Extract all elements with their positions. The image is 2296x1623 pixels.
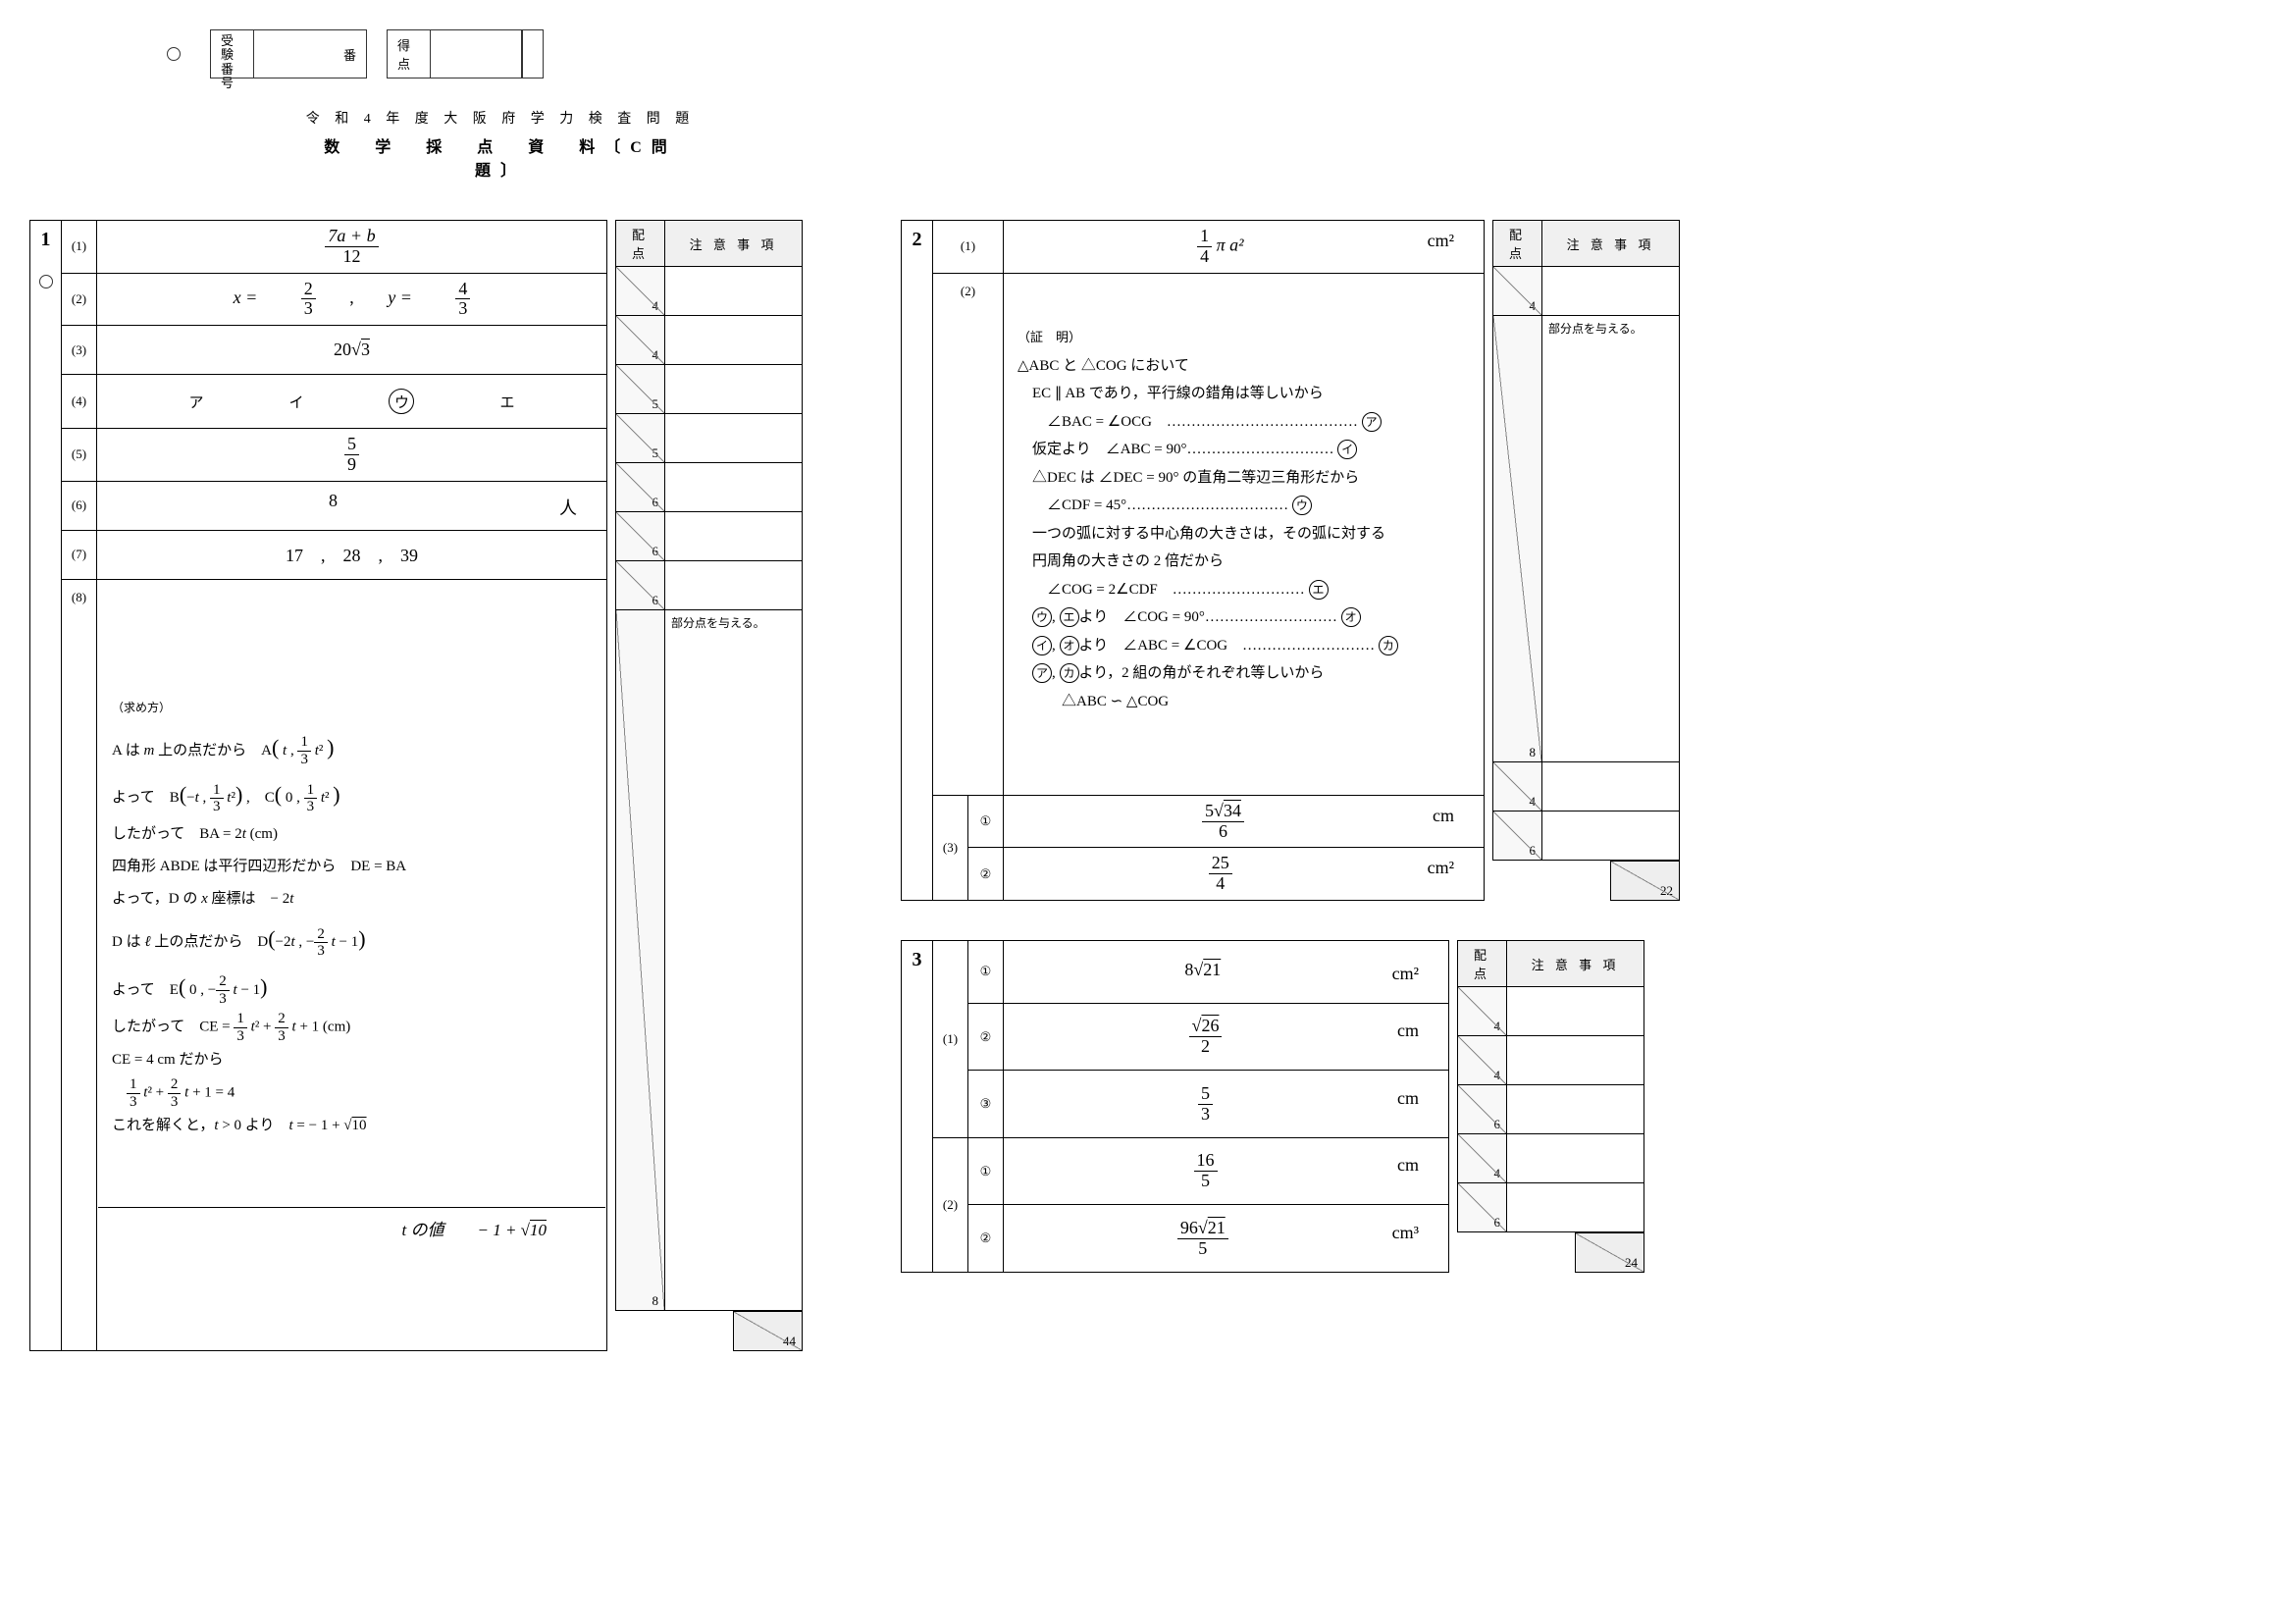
q3-1-2-pts: 4 <box>1458 1036 1507 1085</box>
q1-2-sub: (2) <box>62 273 97 326</box>
q3-1-1-pts: 4 <box>1458 987 1507 1036</box>
q2-3-1-subsub: ① <box>968 795 1004 848</box>
q3-number: 3 <box>902 941 933 1273</box>
q1-4-pts: 5 <box>616 414 665 463</box>
punch-hole-1 <box>167 47 181 61</box>
q2-2-proof: （証 明） △ABC と △COG において EC ∥ AB であり，平行線の錯… <box>1004 273 1485 795</box>
q1-4-sub: (4) <box>62 375 97 429</box>
notes-header-3: 注 意 事 項 <box>1507 941 1644 987</box>
q3-2-2-pts: 6 <box>1458 1183 1507 1232</box>
q2-3-2-pts: 6 <box>1493 812 1542 861</box>
q3-1-2-answer: √262 cm <box>1004 1003 1449 1071</box>
pts-header-2: 配 点 <box>1493 221 1542 267</box>
q2-3-1-pts: 4 <box>1493 762 1542 812</box>
q1-6-sub: (6) <box>62 481 97 530</box>
q1-1-answer: 7a + b12 <box>97 221 607 274</box>
pts-header-3: 配 点 <box>1458 941 1507 987</box>
q1-number: 1 <box>30 221 62 1351</box>
q1-2-pts: 4 <box>616 316 665 365</box>
q1-3-answer: 20√3 <box>97 326 607 375</box>
notes-header-1: 注 意 事 項 <box>665 221 803 267</box>
question-1-block: 1 (1) 7a + b12 (2) x = 23 , y = 43 (3) 2… <box>29 220 803 1351</box>
q3-2-1-subsub: ① <box>968 1137 1004 1205</box>
pts-header-1: 配 点 <box>616 221 665 267</box>
q3-1-sub: (1) <box>933 941 968 1138</box>
q1-6-answer: 8 人 <box>97 481 607 530</box>
examinee-number-field: 番 <box>254 30 366 78</box>
score-label: 得点 <box>388 30 431 78</box>
question-3-block: 3 (1) ① 8√21cm² ② √262 cm ③ 53 cm (2) ① … <box>901 940 1680 1273</box>
q2-3-2-subsub: ② <box>968 848 1004 901</box>
q2-1-answer: 14 π a² cm² <box>1004 221 1485 274</box>
q1-5-answer: 59 <box>97 429 607 482</box>
q2-3-sub: (3) <box>933 795 968 900</box>
q1-5-sub: (5) <box>62 429 97 482</box>
title-block: 令 和 4 年 度 大 阪 府 学 力 検 査 問 題 数 学 採 点 資 料〔… <box>304 108 697 181</box>
q3-total: 24 <box>1576 1233 1644 1273</box>
q2-total: 22 <box>1611 862 1680 901</box>
q2-2-note: 部分点を与える。 <box>1542 316 1680 762</box>
q1-3-sub: (3) <box>62 326 97 375</box>
q3-1-3-answer: 53 cm <box>1004 1071 1449 1138</box>
title-line-2: 数 学 採 点 資 料〔C問題〕 <box>304 133 697 181</box>
q1-8-note: 部分点を与える。 <box>665 610 803 1311</box>
q1-1-sub: (1) <box>62 221 97 274</box>
examinee-label-2: 番号 <box>221 63 243 91</box>
q2-1-pts: 4 <box>1493 267 1542 316</box>
q3-2-2-subsub: ② <box>968 1205 1004 1273</box>
q1-7-sub: (7) <box>62 530 97 579</box>
q1-1-pts: 4 <box>616 267 665 316</box>
score-box: 得点 <box>387 29 544 79</box>
q3-2-1-answer: 165 cm <box>1004 1137 1449 1205</box>
question-2-block: 2 (1) 14 π a² cm² (2) （証 明） △ABC と △COG … <box>901 220 1680 901</box>
q1-4-answer: ア イ ウ エ <box>97 375 607 429</box>
title-line-1: 令 和 4 年 度 大 阪 府 学 力 検 査 問 題 <box>304 108 697 128</box>
score-field <box>431 30 522 78</box>
q1-8-final: t の値 − 1 + √10 <box>98 1207 605 1248</box>
q2-2-pts: 8 <box>1493 316 1542 762</box>
q1-7-answer: 17 , 28 , 39 <box>97 530 607 579</box>
q3-2-1-pts: 4 <box>1458 1134 1507 1183</box>
q1-total: 44 <box>734 1312 803 1351</box>
q1-5-pts: 6 <box>616 463 665 512</box>
q3-2-sub: (2) <box>933 1137 968 1272</box>
q3-1-2-subsub: ② <box>968 1003 1004 1071</box>
q3-1-1-answer: 8√21cm² <box>1004 941 1449 1004</box>
q1-6-pts: 6 <box>616 512 665 561</box>
q1-8-answer: （求め方） A は m 上の点だから A( t , 13 t² ) よって B(… <box>97 579 607 1350</box>
q2-2-sub: (2) <box>933 273 1004 795</box>
score-tail <box>522 30 543 78</box>
q2-1-sub: (1) <box>933 221 1004 274</box>
examinee-label-1: 受験 <box>221 34 243 63</box>
q2-3-2-answer: 254 cm² <box>1004 848 1485 901</box>
q1-2-answer: x = 23 , y = 43 <box>97 273 607 326</box>
q1-7-pts: 6 <box>616 561 665 610</box>
punch-hole-2 <box>39 275 53 288</box>
q3-1-1-subsub: ① <box>968 941 1004 1004</box>
header-boxes: 受験 番号 番 得点 <box>167 29 2267 79</box>
q2-3-1-answer: 5√346 cm <box>1004 795 1485 848</box>
q3-1-3-subsub: ③ <box>968 1071 1004 1138</box>
selected-choice: ウ <box>389 389 414 414</box>
q3-1-3-pts: 6 <box>1458 1085 1507 1134</box>
q2-number: 2 <box>902 221 933 901</box>
examinee-box: 受験 番号 番 <box>210 29 367 79</box>
q1-8-sub: (8) <box>62 579 97 1350</box>
q1-8-pts: 8 <box>616 610 665 1311</box>
q1-3-pts: 5 <box>616 365 665 414</box>
notes-header-2: 注 意 事 項 <box>1542 221 1680 267</box>
q3-2-2-answer: 96√215 cm³ <box>1004 1205 1449 1273</box>
ban-label: 番 <box>343 45 356 64</box>
